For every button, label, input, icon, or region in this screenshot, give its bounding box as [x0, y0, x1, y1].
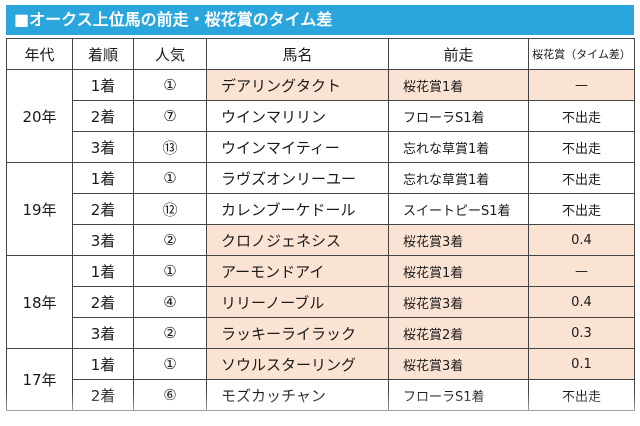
popularity-cell: ④	[133, 286, 207, 318]
previous-race-cell: 忘れな草賞1着	[388, 131, 529, 163]
rank-cell: 1着	[72, 162, 134, 194]
previous-race-cell: 桜花賞2着	[388, 317, 529, 349]
rank-cell: 2着	[72, 379, 134, 411]
table-body: 20年 1着 ① デアリングタクト 桜花賞1着 —2着 ⑦ ウインマリリン フローラS1着 不出走…	[6, 69, 635, 411]
popularity-cell: ②	[133, 317, 207, 349]
popularity-cell: ②	[133, 224, 207, 256]
popularity-cell: ⑥	[133, 379, 207, 411]
time-diff-cell: 0.4	[528, 286, 635, 318]
results-table: 年代 着順 人気 馬名 前走 桜花賞（タイム差） 20年 1着 ① デアリングタクト桜…	[6, 38, 635, 411]
popularity-cell: ①	[133, 348, 207, 380]
horse-name-cell: ソウルスターリング	[206, 348, 389, 380]
table-row: 3着 ② ラッキーライラック 桜花賞2着 0.3	[7, 317, 635, 349]
horse-name-cell: ラヴズオンリーユー	[206, 162, 389, 194]
table-row: 17年 1着 ① ソウルスターリング 桜花賞3着 0.1	[6, 348, 635, 411]
popularity-cell: ①	[133, 69, 207, 101]
horse-name-cell: モズカッチャン	[206, 379, 389, 411]
horse-name-cell: デアリングタクト	[206, 69, 389, 101]
previous-race-cell: 桜花賞1着	[388, 255, 529, 287]
header-rank: 着順	[72, 38, 134, 70]
previous-race-cell: フローラS1着	[388, 379, 529, 411]
table-title: ■オークス上位馬の前走・桜花賞のタイム差	[6, 5, 634, 35]
table-row: 2着 ⑦ ウインマリリン フローラS1着 不出走	[7, 100, 635, 132]
time-diff-cell: 0.4	[528, 224, 635, 256]
table-row: 20年 1着 ① デアリングタクト 桜花賞1着 —	[6, 69, 635, 163]
time-diff-cell: 不出走	[528, 100, 635, 132]
rank-cell: 3着	[72, 317, 134, 349]
year-cell: 17年	[6, 348, 73, 411]
year-cell: 19年	[6, 162, 73, 256]
horse-name-cell: クロノジェネシス	[206, 224, 389, 256]
time-diff-cell: —	[528, 69, 635, 101]
rank-cell: 2着	[72, 100, 134, 132]
time-diff-cell: 不出走	[528, 131, 635, 163]
table-row: 19年 1着 ① ラヴズオンリーユー 忘れな草賞1着 不出走	[6, 162, 635, 256]
time-diff-cell: 不出走	[528, 193, 635, 225]
year-cell: 18年	[6, 255, 73, 349]
header-previous-race: 前走	[388, 38, 529, 70]
header-year: 年代	[6, 38, 73, 70]
previous-race-cell: スイートピーS1着	[388, 193, 529, 225]
table-row: 2着 ④ リリーノーブル 桜花賞3着 0.4	[7, 286, 635, 318]
popularity-cell: ①	[133, 255, 207, 287]
time-diff-cell: 不出走	[528, 379, 635, 411]
horse-name-cell: ウインマイティー	[206, 131, 389, 163]
previous-race-cell: 桜花賞3着	[388, 224, 529, 256]
previous-race-cell: 桜花賞3着	[388, 286, 529, 318]
popularity-cell: ①	[133, 162, 207, 194]
horse-name-cell: ラッキーライラック	[206, 317, 389, 349]
header-row: 年代 着順 人気 馬名 前走 桜花賞（タイム差）	[6, 38, 635, 70]
rank-cell: 2着	[72, 193, 134, 225]
popularity-cell: ⑦	[133, 100, 207, 132]
previous-race-cell: 忘れな草賞1着	[388, 162, 529, 194]
previous-race-cell: フローラS1着	[388, 100, 529, 132]
header-horse: 馬名	[206, 38, 389, 70]
time-diff-cell: —	[528, 255, 635, 287]
rank-cell: 2着	[72, 286, 134, 318]
horse-name-cell: リリーノーブル	[206, 286, 389, 318]
rank-cell: 3着	[72, 131, 134, 163]
table-row: 2着 ⑫ カレンブーケドール スイートピーS1着 不出走	[7, 193, 635, 225]
header-popularity: 人気	[133, 38, 207, 70]
header-time-diff: 桜花賞（タイム差）	[528, 38, 635, 70]
rank-cell: 3着	[72, 224, 134, 256]
table-row: 3着 ② クロノジェネシス 桜花賞3着 0.4	[7, 224, 635, 256]
horse-name-cell: カレンブーケドール	[206, 193, 389, 225]
table-row: 18年 1着 ① アーモンドアイ 桜花賞1着 —	[6, 255, 635, 349]
popularity-cell: ⑬	[133, 131, 207, 163]
rank-cell: 1着	[72, 255, 134, 287]
rank-cell: 1着	[72, 69, 134, 101]
horse-name-cell: ウインマリリン	[206, 100, 389, 132]
previous-race-cell: 桜花賞1着	[388, 69, 529, 101]
horse-name-cell: アーモンドアイ	[206, 255, 389, 287]
time-diff-cell: 0.3	[528, 317, 635, 349]
rank-cell: 1着	[72, 348, 134, 380]
table-row: 3着 ⑬ ウインマイティー 忘れな草賞1着 不出走	[7, 131, 635, 163]
year-cell: 20年	[6, 69, 73, 163]
time-diff-cell: 不出走	[528, 162, 635, 194]
popularity-cell: ⑫	[133, 193, 207, 225]
table-row: 2着 ⑥ モズカッチャン フローラS1着 不出走	[7, 379, 635, 411]
time-diff-cell: 0.1	[528, 348, 635, 380]
previous-race-cell: 桜花賞3着	[388, 348, 529, 380]
